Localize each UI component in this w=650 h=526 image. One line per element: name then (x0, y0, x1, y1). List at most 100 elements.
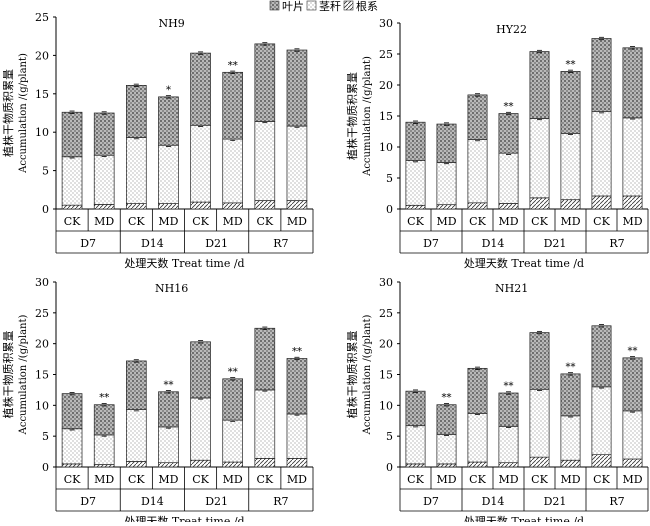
y-tick-label: 20 (35, 338, 49, 351)
significance-label: ** (566, 362, 576, 373)
x-group-label: D14 (141, 495, 164, 508)
chart-panel-nh16: 0 5 10 15 20 25 30 CK ** MD CK ** MD CK ** MD CK ** MD D7 D1… (1, 276, 314, 526)
bar-segment-root (591, 195, 612, 210)
bar-segment-leaf (436, 123, 457, 163)
bar-segment-leaf (560, 373, 581, 417)
bar-segment-root (158, 203, 179, 210)
bar-segment-leaf (222, 71, 243, 140)
bar-segment-stem (190, 397, 211, 461)
bar-segment-leaf (467, 94, 488, 140)
chart-title: HY22 (496, 23, 527, 36)
bar-segment-stem (591, 111, 612, 197)
bar-segment-leaf (529, 51, 550, 119)
bar-segment-stem (61, 156, 83, 206)
significance-label: ** (442, 393, 452, 404)
bar-segment-stem (286, 125, 308, 201)
bar-segment-leaf (254, 43, 276, 122)
bar-segment-leaf (405, 390, 426, 427)
x-category-label: MD (560, 215, 580, 228)
x-category-label: MD (436, 215, 456, 228)
y-axis-title-en: Accumulation /(g/plant) (362, 56, 373, 177)
y-tick-label: 0 (386, 461, 393, 474)
legend-swatch-root (343, 0, 354, 11)
significance-label: * (166, 85, 171, 96)
bar-segment-root (222, 202, 243, 210)
x-group-label: R7 (609, 237, 624, 250)
y-tick-label: 20 (379, 338, 393, 351)
bar-segment-leaf (158, 391, 179, 428)
bar-segment-root (93, 464, 115, 468)
x-category-label: MD (223, 473, 243, 486)
bar-segment-stem (622, 410, 643, 460)
significance-label: ** (628, 346, 638, 357)
bar-segment-leaf (591, 38, 612, 113)
bar-segment-root (529, 197, 550, 210)
y-axis-title-en: Accumulation /(g/plant) (18, 53, 29, 174)
bar-segment-stem (405, 160, 426, 206)
x-group-label: D7 (80, 237, 96, 250)
significance-label: ** (163, 380, 173, 391)
bar-segment-stem (222, 419, 243, 463)
y-tick-label: 30 (35, 276, 49, 289)
x-category-label: MD (436, 473, 456, 486)
y-axis-title-cn: 植株干物质积累量 (345, 331, 359, 419)
bar-segment-root (436, 204, 457, 210)
x-category-label: CK (531, 473, 548, 486)
bar-segment-stem (436, 433, 457, 465)
y-tick-label: 20 (379, 79, 393, 92)
x-category-label: CK (407, 215, 424, 228)
y-tick-label: 15 (379, 110, 393, 123)
bar-segment-stem (158, 426, 179, 464)
y-tick-label: 0 (386, 203, 393, 216)
bar-segment-leaf (61, 111, 83, 158)
y-axis-title-cn: 植株干物质积累量 (1, 69, 15, 157)
bar-segment-leaf (622, 47, 643, 119)
bar-segment-root (591, 454, 612, 468)
y-tick-label: 30 (379, 17, 393, 30)
x-category-label: MD (287, 473, 307, 486)
x-category-label: CK (469, 473, 486, 486)
x-category-label: MD (498, 473, 518, 486)
x-axis-title: 处理天数 Treat time /d (124, 257, 244, 270)
y-tick-label: 10 (35, 399, 49, 412)
y-tick-label: 15 (35, 369, 49, 382)
legend: 叶片 茎秆 根系 (269, 0, 378, 13)
x-group-label: D21 (205, 237, 228, 250)
bar-segment-stem (222, 138, 243, 204)
y-tick-label: 15 (379, 369, 393, 382)
x-group-label: D14 (141, 237, 164, 250)
x-group-label: D7 (423, 495, 439, 508)
bar-segment-leaf (93, 112, 115, 156)
y-tick-label: 30 (379, 276, 393, 289)
bar-segment-leaf (405, 121, 426, 161)
x-category-label: CK (593, 473, 610, 486)
bar-segment-stem (560, 415, 581, 461)
bar-segment-leaf (591, 325, 612, 388)
significance-label: ** (228, 60, 238, 71)
legend-label-stem: 茎秆 (319, 0, 341, 13)
x-group-label: R7 (273, 237, 288, 250)
y-axis-title-cn: 植株干物质积累量 (1, 331, 15, 419)
x-group-label: D21 (205, 495, 228, 508)
chart-panel-nh9: 0 5 10 15 20 25 CK MD CK * MD CK ** MD CK MD D7 D14 D21 R7 处… (1, 11, 314, 270)
chart-title: NH16 (155, 282, 188, 295)
bar-segment-stem (126, 409, 147, 462)
x-category-label: CK (64, 473, 81, 486)
bar-segment-root (158, 462, 179, 468)
significance-label: ** (504, 102, 514, 113)
bar-segment-root (190, 201, 211, 210)
y-tick-label: 0 (42, 461, 49, 474)
significance-label: ** (228, 367, 238, 378)
bar-segment-stem (436, 162, 457, 206)
legend-swatch-leaf (269, 0, 280, 11)
bar-segment-stem (61, 428, 83, 465)
x-axis-title: 处理天数 Treat time /d (464, 257, 584, 270)
y-tick-label: 5 (42, 430, 49, 443)
bar-segment-stem (529, 118, 550, 199)
bar-segment-leaf (190, 52, 211, 126)
y-axis-title-en: Accumulation /(g/plant) (362, 315, 373, 436)
bar-segment-stem (467, 413, 488, 463)
bar-segment-leaf (222, 378, 243, 421)
